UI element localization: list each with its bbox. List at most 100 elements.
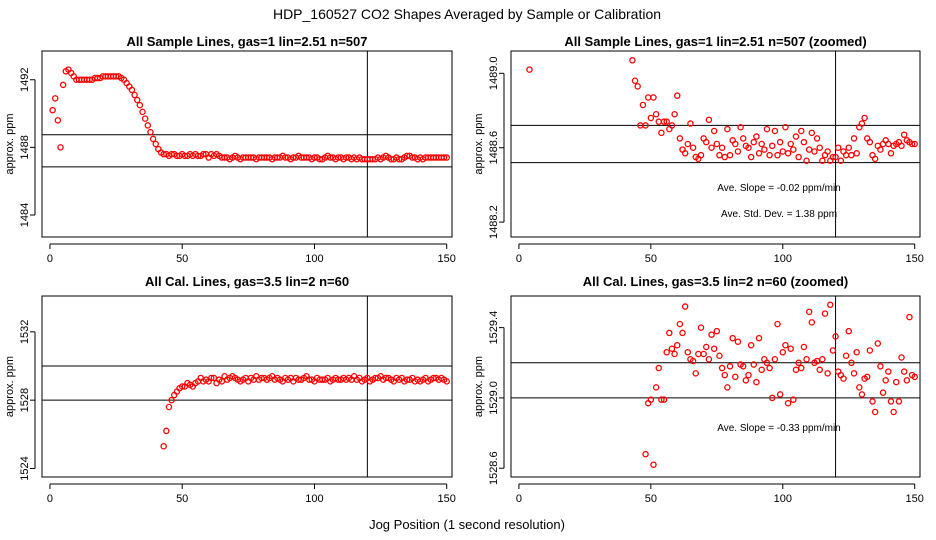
data-point: [808, 319, 816, 326]
data-point: [900, 131, 908, 138]
data-point: [440, 154, 448, 161]
data-point: [650, 94, 657, 101]
data-point: [139, 108, 146, 116]
data-point: [877, 363, 884, 370]
data-point: [816, 366, 823, 374]
data-point: [147, 128, 154, 136]
panel-title: All Cal. Lines, gas=3.5 lin=2 n=60 (zoom…: [583, 274, 849, 289]
y-axis-label: approx. ppm: [4, 356, 16, 417]
data-point: [811, 148, 818, 155]
data-point: [713, 140, 721, 148]
data-point: [724, 384, 731, 391]
data-point: [824, 370, 831, 377]
data-point: [644, 94, 652, 101]
data-point: [721, 153, 728, 161]
slope-annotation: Ave. Slope = -0.02 ppm/min: [717, 183, 841, 194]
x-tick-label: 0: [516, 253, 522, 265]
data-point: [898, 354, 905, 361]
data-point: [652, 384, 660, 391]
data-point: [874, 340, 882, 347]
data-point: [885, 368, 892, 375]
y-tick-label: 1492: [19, 68, 31, 92]
data-point: [840, 375, 847, 382]
data-point: [827, 301, 834, 309]
chart-panel-3: All Cal. Lines, gas=3.5 lin=2 n=60 0 50 100…: [4, 274, 456, 505]
data-point: [779, 148, 787, 155]
data-point: [642, 450, 649, 458]
data-point: [629, 57, 636, 64]
data-point: [745, 371, 752, 379]
x-tick-label: 100: [305, 253, 323, 265]
data-point: [766, 364, 773, 372]
data-point: [141, 115, 149, 122]
data-point: [853, 150, 860, 157]
data-point: [666, 329, 673, 337]
x-tick-label: 50: [176, 253, 188, 265]
data-point: [168, 396, 175, 404]
data-point: [705, 356, 713, 363]
data-point: [671, 110, 678, 118]
data-point: [763, 125, 771, 133]
data-point: [708, 331, 715, 338]
data-point: [829, 153, 837, 161]
y-tick-label: 1529.0: [488, 381, 500, 415]
data-point: [663, 118, 670, 125]
data-point: [681, 303, 689, 310]
data-point: [133, 96, 141, 104]
data-point: [726, 151, 734, 159]
x-tick-label: 0: [47, 493, 53, 505]
data-point: [697, 324, 705, 331]
data-point: [443, 378, 450, 385]
data-point: [642, 122, 649, 129]
x-tick-label: 100: [774, 493, 792, 505]
data-point: [747, 341, 755, 349]
data-point: [911, 373, 918, 381]
data-point: [824, 148, 831, 155]
slope-annotation: Ave. Std. Dev. = 1.38 ppm: [721, 209, 837, 220]
y-axis-label: approx. ppm: [473, 356, 485, 417]
data-point: [660, 118, 668, 125]
data-point: [787, 345, 794, 352]
data-point: [684, 140, 692, 148]
chart-panel-1: All Sample Lines, gas=1 lin=2.51 n=507 0 5…: [4, 34, 456, 265]
data-point: [639, 101, 647, 109]
figure-x-axis-label: Jog Position (1 second resolution): [369, 517, 565, 532]
data-point: [647, 396, 655, 403]
x-tick-label: 50: [645, 253, 657, 265]
data-point: [758, 366, 765, 374]
data-point: [885, 140, 892, 148]
data-point: [803, 356, 810, 363]
data-point: [792, 366, 800, 374]
data-point: [443, 154, 450, 161]
y-tick-label: 1489.0: [488, 56, 500, 90]
data-point: [808, 129, 816, 137]
data-point: [716, 151, 723, 159]
y-tick-label: 1488.2: [488, 205, 500, 239]
data-point: [771, 356, 779, 363]
x-tick-label: 150: [906, 253, 924, 265]
data-point: [54, 117, 62, 124]
data-point: [790, 146, 797, 153]
data-point: [761, 146, 768, 153]
data-point: [877, 146, 884, 153]
data-point: [160, 443, 167, 450]
data-point: [718, 144, 726, 151]
data-point: [866, 347, 874, 354]
data-point: [703, 138, 710, 146]
chart-panel-4: All Cal. Lines, gas=3.5 lin=2 n=60 (zoom…: [473, 274, 924, 505]
data-point: [681, 150, 689, 157]
y-tick-label: 1488.6: [488, 131, 500, 165]
data-point: [668, 122, 676, 129]
data-point: [903, 377, 911, 384]
data-point: [782, 341, 789, 349]
figure-title: HDP_160527 CO2 Shapes Averaged by Sample…: [273, 6, 661, 22]
data-point: [695, 350, 702, 358]
data-point: [684, 348, 692, 356]
data-point: [800, 343, 808, 351]
data-point: [858, 391, 866, 398]
data-point: [729, 334, 736, 342]
data-point: [716, 352, 723, 359]
y-tick-label: 1524: [19, 456, 31, 480]
data-point: [753, 378, 760, 386]
